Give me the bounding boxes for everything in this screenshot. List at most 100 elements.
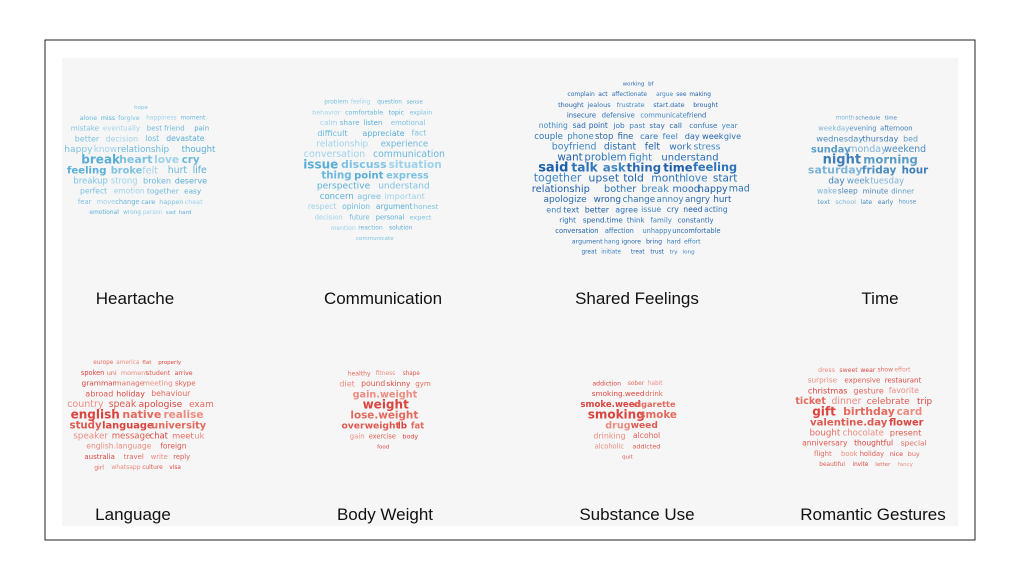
cloud-word: schedule — [855, 116, 881, 122]
cloud-word: move — [97, 198, 116, 206]
cloud-word: constantly — [678, 217, 714, 225]
cloud-word: break — [641, 184, 669, 195]
cloud-word: sunday — [811, 145, 851, 156]
cloud-word: happy — [64, 145, 93, 155]
cloud-word: afternoon — [880, 125, 912, 133]
cloud-word: healthy — [348, 371, 371, 378]
cloud-word: insecure — [567, 112, 596, 120]
cloud-word: sweet — [839, 367, 858, 374]
cloud-word: dinner — [832, 396, 862, 407]
cloud-word: happy — [698, 184, 728, 195]
cloud-word: hard — [179, 210, 192, 216]
cloud-word: angry — [685, 195, 710, 205]
cloud-word: language — [102, 421, 154, 432]
cloud-word: deserve — [175, 176, 207, 186]
cloud-word: beautiful — [819, 462, 845, 468]
cloud-word: issue — [303, 158, 338, 172]
cloud-word: mad — [729, 184, 750, 195]
cloud-word: alone — [80, 115, 97, 122]
cloud-word: bought — [810, 429, 841, 439]
cloud-word: thursday — [863, 134, 899, 144]
cloud-word: know — [94, 145, 117, 155]
cloud-word: communicate — [640, 112, 686, 120]
cloud-word: flight — [814, 450, 832, 458]
cloud-word: chocolate — [843, 429, 884, 439]
cloud-word: habit — [648, 381, 663, 387]
cloud-word: mood — [673, 184, 700, 195]
cloud-word: understand — [661, 153, 718, 164]
cloud-word: hope — [134, 105, 148, 111]
cloud-word: bed — [903, 135, 918, 144]
cloud-word: cigarette — [634, 399, 676, 409]
cloud-word: meeting — [143, 379, 173, 388]
cloud-word: message — [112, 432, 151, 442]
cloud-word: jealous — [587, 101, 612, 109]
cloud-label: Shared Feelings — [575, 289, 699, 308]
cloud-word: reaction — [358, 225, 383, 232]
cloud-word: problem — [324, 100, 348, 106]
cloud-word: job — [612, 121, 625, 130]
cloud-word: moment — [121, 369, 148, 377]
cloud-word: evening — [849, 125, 876, 133]
cloud-word: personal — [376, 214, 405, 222]
cloud-word: friday — [862, 165, 897, 177]
cloud-word: feeling — [351, 100, 371, 106]
cloud-word: point — [354, 171, 384, 182]
cloud-word: issue — [641, 205, 661, 214]
cloud-word: overweight — [342, 421, 401, 432]
cloud-word: care — [640, 131, 658, 141]
cloud-word: whatsapp — [111, 464, 140, 471]
cloud-word: argument — [376, 202, 413, 211]
cloud-word: month — [651, 172, 686, 185]
cloud-word: felt — [142, 166, 158, 177]
cloud-label: Communication — [324, 289, 442, 308]
cloud-word: emotional — [89, 210, 119, 216]
cloud-word: treat — [631, 250, 645, 256]
cloud-word: wake — [817, 187, 837, 196]
cloud-word: drug — [605, 421, 630, 432]
cloud-word: see — [676, 92, 687, 98]
cloud-word: culture — [142, 465, 163, 471]
cloud-word: want — [557, 152, 582, 164]
cloud-word: sad — [573, 121, 587, 130]
cloud-word: day — [828, 177, 845, 187]
cloud-word: dinner — [891, 187, 914, 196]
cloud-word: exam — [189, 400, 214, 410]
cloud-word: annoy — [657, 195, 684, 205]
cloud-word: stop — [595, 132, 613, 142]
cloud-word: thing — [321, 171, 351, 182]
cloud-word: stress — [694, 143, 721, 153]
cloud-word: listen — [363, 119, 382, 127]
cloud-word: shape — [403, 371, 421, 377]
cloud-word: special — [901, 439, 927, 448]
cloud-word: hurt — [713, 195, 732, 205]
cloud-word: invite — [853, 462, 869, 468]
cloud-word: concern — [320, 192, 354, 202]
cloud-word: exercise — [369, 433, 396, 441]
cloud-word: tuesday — [870, 177, 904, 187]
cloud-word: love — [685, 173, 707, 185]
cloud-word: month — [836, 116, 855, 122]
cloud-word: lb — [398, 422, 407, 432]
cloud-word: time — [885, 116, 898, 122]
cloud-word: heart — [119, 153, 152, 166]
cloud-word: early — [878, 199, 894, 206]
cloud-word: addicted — [633, 443, 661, 451]
cloud-word: christmas — [808, 386, 848, 396]
cloud-word: trust — [650, 250, 664, 256]
cloud-word: study — [70, 421, 102, 432]
cloud-label: Substance Use — [579, 505, 694, 524]
cloud-word: bring — [646, 239, 662, 246]
cloud-word: minute — [863, 187, 889, 196]
cloud-word: surprise — [808, 376, 838, 385]
cloud-word: chat — [150, 431, 169, 441]
cloud-word: change — [623, 195, 656, 205]
cloud-word: valentine.day — [810, 418, 888, 429]
cloud-word: pound — [361, 379, 385, 388]
cloud-word: care — [141, 198, 155, 206]
cloud-word: speaker — [73, 432, 108, 442]
cloud-word: better — [585, 206, 610, 215]
cloud-word: hurt — [168, 165, 188, 176]
cloud-word: weed — [631, 421, 658, 431]
cloud-word: communicate — [356, 236, 394, 242]
